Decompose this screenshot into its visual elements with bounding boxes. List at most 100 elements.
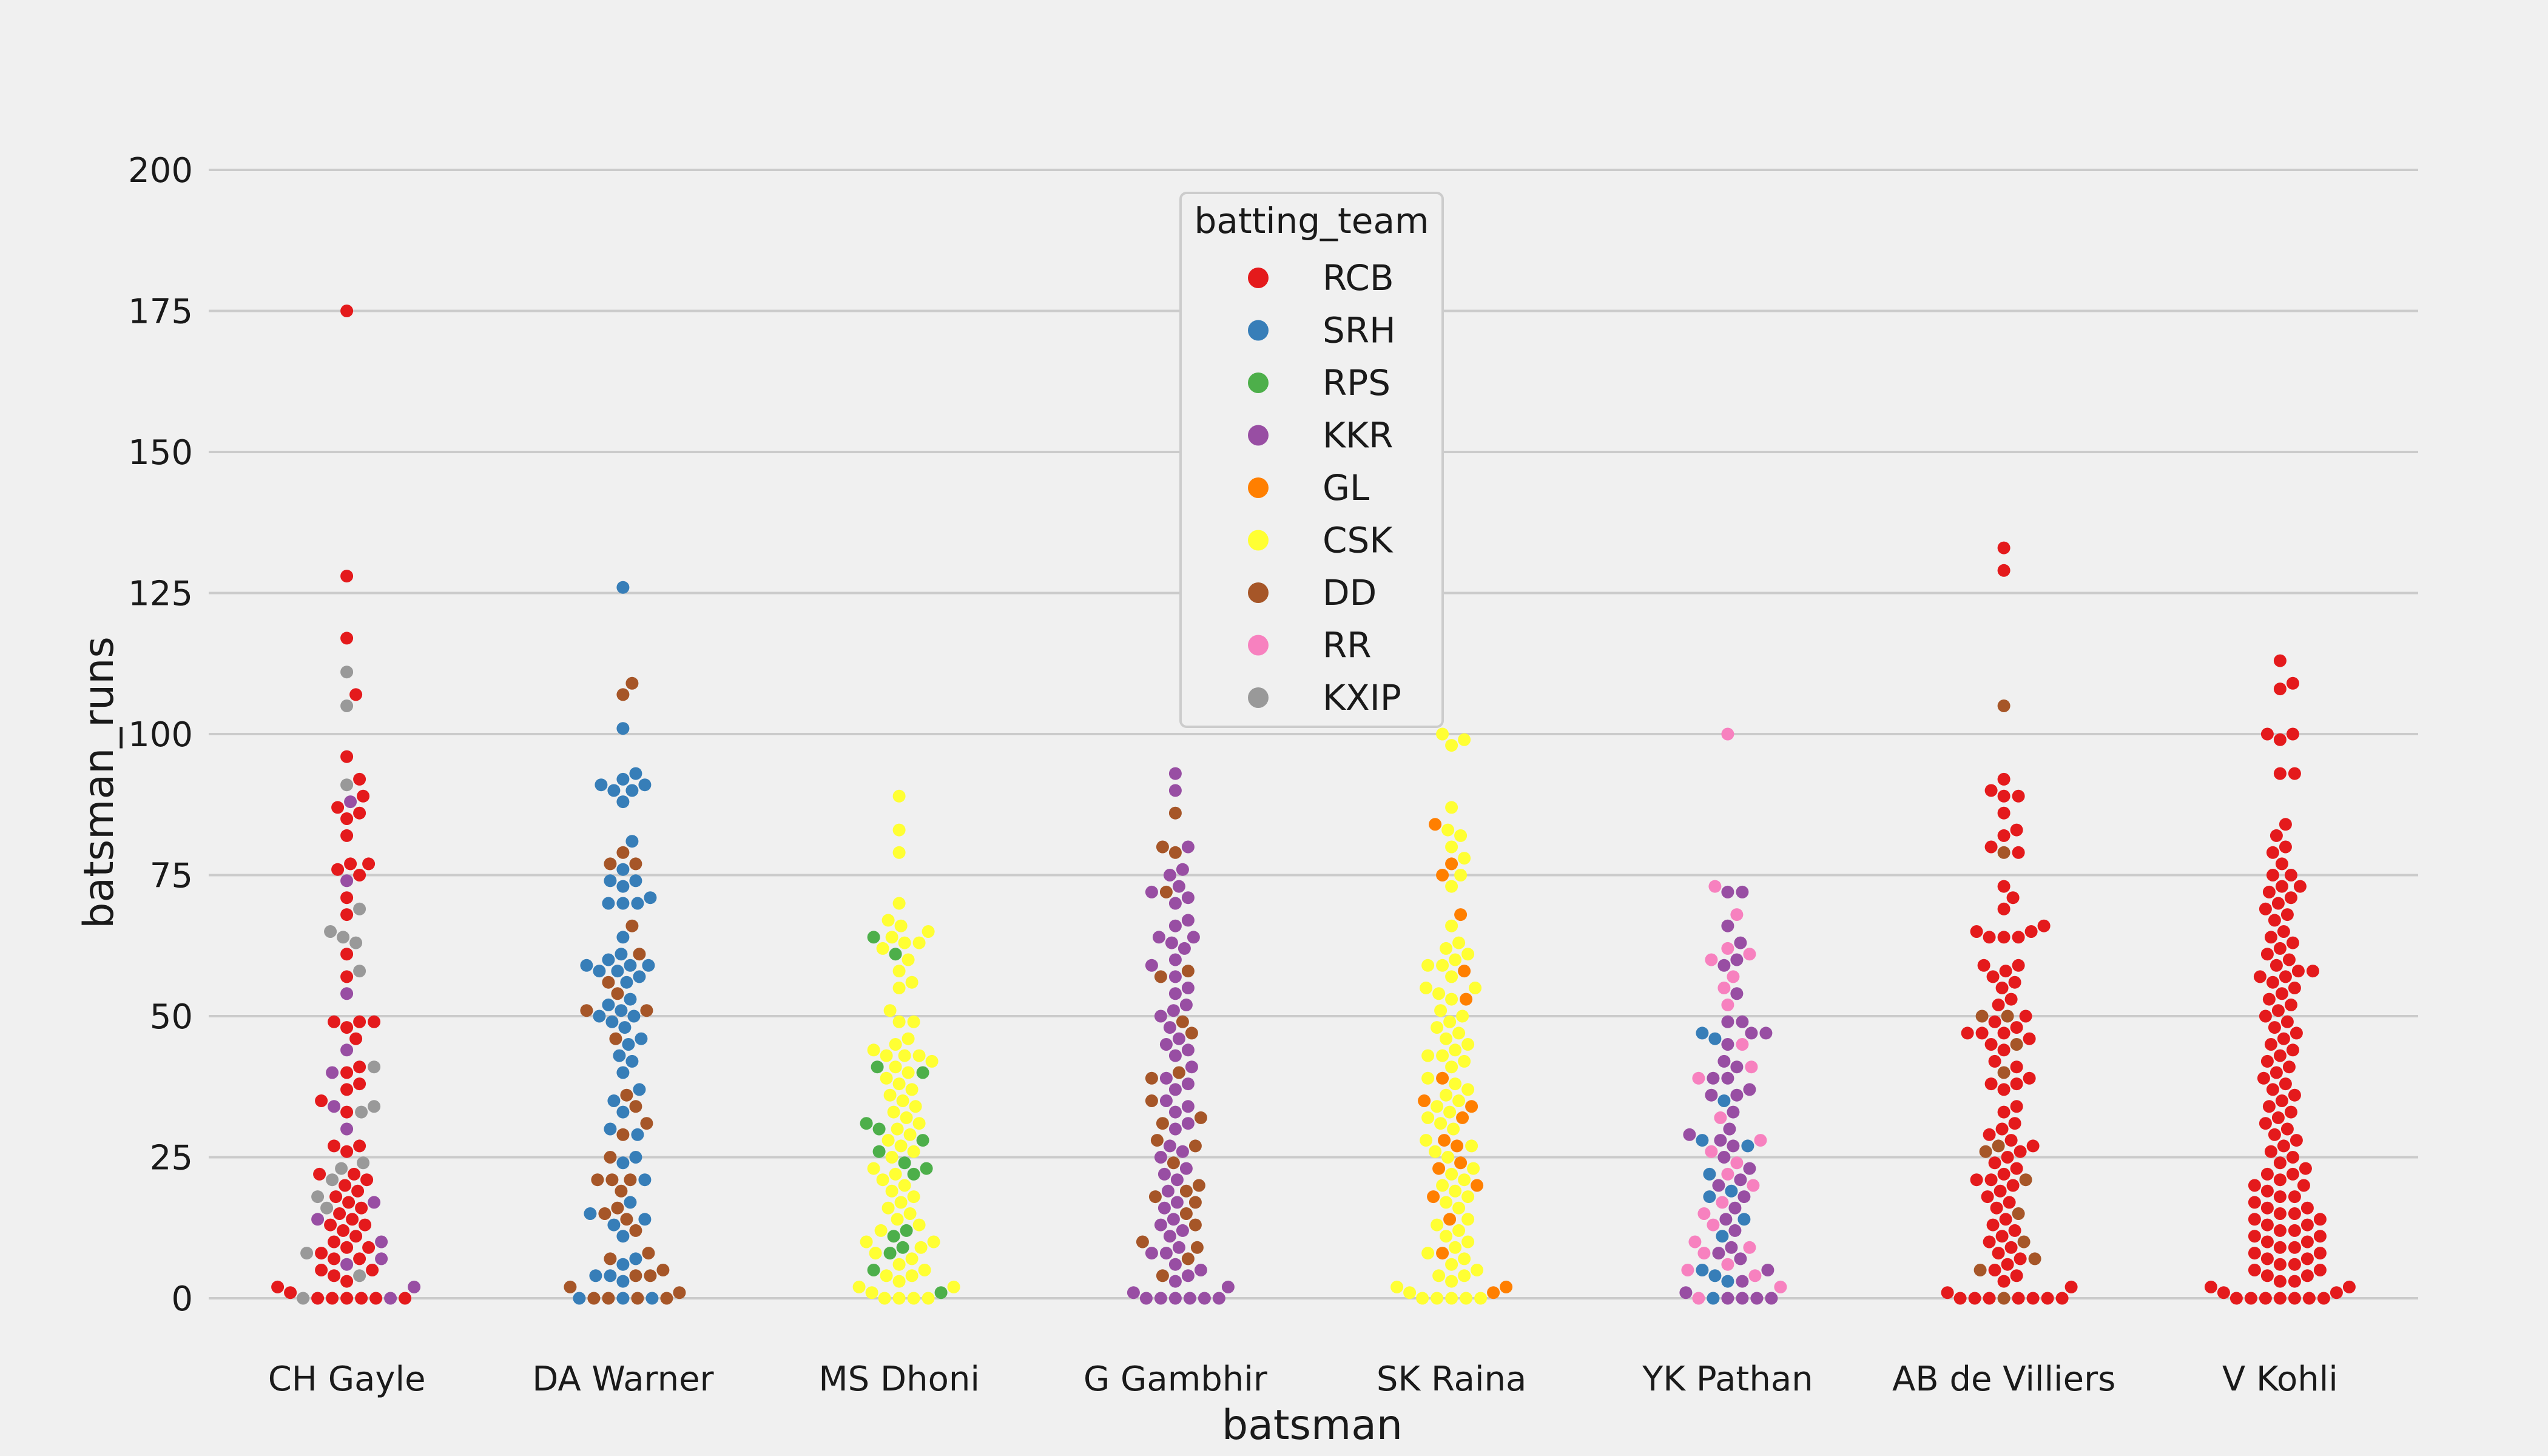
- data-point: [399, 1292, 412, 1305]
- data-point: [2300, 1218, 2314, 1232]
- data-point: [340, 778, 354, 792]
- data-point: [340, 305, 354, 317]
- data-point: [881, 914, 895, 927]
- data-point: [1449, 1184, 1462, 1198]
- data-point: [331, 801, 345, 814]
- data-point: [1445, 993, 1458, 1006]
- data-point: [616, 795, 630, 809]
- data-point: [602, 953, 615, 966]
- data-point: [1712, 1247, 1725, 1260]
- data-point: [1185, 1026, 1198, 1040]
- data-point: [1436, 869, 1449, 881]
- data-point: [880, 1071, 893, 1085]
- data-point: [2282, 953, 2296, 966]
- data-point: [1997, 846, 2010, 859]
- data-point: [1692, 1071, 1705, 1085]
- legend-label: GL: [1323, 467, 1369, 508]
- data-point: [328, 1100, 341, 1113]
- data-point: [611, 987, 624, 1000]
- data-point: [1708, 1269, 1722, 1282]
- data-point: [1168, 1083, 1182, 1096]
- data-point: [1452, 1201, 1466, 1215]
- data-point: [1145, 1247, 1158, 1260]
- data-point: [359, 1218, 372, 1232]
- data-point: [340, 1145, 354, 1158]
- data-point: [878, 1292, 891, 1305]
- data-point: [1988, 1015, 2001, 1028]
- data-point: [1194, 1111, 1207, 1124]
- data-point: [2284, 891, 2297, 905]
- data-point: [887, 1230, 900, 1243]
- data-point: [1440, 1088, 1453, 1102]
- data-point: [880, 1269, 893, 1282]
- data-point: [2041, 1292, 2054, 1305]
- data-point: [602, 1292, 615, 1305]
- data-point: [2275, 1094, 2288, 1107]
- data-point: [613, 1049, 626, 1062]
- data-point: [2010, 1060, 2023, 1074]
- data-point: [2273, 682, 2287, 696]
- data-point: [1970, 925, 1983, 938]
- data-point: [1431, 1100, 1444, 1113]
- data-point: [2280, 908, 2294, 922]
- data-point: [1449, 1077, 1462, 1091]
- data-point: [357, 1156, 370, 1170]
- data-point: [1997, 829, 2010, 842]
- data-point: [1708, 880, 1722, 893]
- data-point: [328, 1139, 341, 1153]
- data-point: [611, 965, 624, 978]
- data-point: [1997, 806, 2010, 820]
- data-point: [2313, 1247, 2327, 1260]
- data-point: [1461, 1083, 1475, 1096]
- data-point: [883, 1004, 897, 1017]
- data-point: [2297, 1179, 2310, 1192]
- data-point: [297, 1292, 310, 1305]
- data-point: [1127, 1286, 1140, 1299]
- data-point: [1168, 1292, 1182, 1305]
- data-point: [2279, 1077, 2292, 1091]
- data-point: [1434, 1117, 1448, 1130]
- data-point: [865, 1286, 878, 1299]
- data-point: [598, 1207, 612, 1220]
- y-axis-label: batsman_runs: [75, 636, 123, 929]
- data-point: [1172, 1066, 1185, 1079]
- data-point: [889, 1167, 902, 1181]
- data-point: [1454, 908, 1468, 922]
- data-point: [1703, 1190, 1716, 1204]
- data-point: [1707, 1292, 1720, 1305]
- data-point: [605, 1173, 619, 1187]
- data-point: [2275, 987, 2288, 1000]
- data-point: [1997, 1026, 2010, 1040]
- data-point: [912, 936, 926, 949]
- data-point: [1737, 1213, 1751, 1226]
- data-point: [1168, 784, 1182, 797]
- data-point: [2260, 1235, 2274, 1249]
- data-point: [2290, 1134, 2303, 1147]
- data-point: [907, 1015, 920, 1028]
- data-point: [1431, 1021, 1444, 1034]
- data-point: [1181, 1269, 1195, 1282]
- data-point: [2342, 1280, 2356, 1293]
- data-point: [1179, 1162, 1193, 1175]
- data-point: [353, 965, 366, 978]
- data-point: [368, 1196, 381, 1209]
- data-point: [1721, 1292, 1734, 1305]
- data-point: [1456, 1009, 1469, 1023]
- legend-marker: [1248, 425, 1269, 446]
- data-point: [1716, 1230, 1729, 1243]
- data-point: [1181, 965, 1195, 978]
- data-point: [1390, 1280, 1404, 1293]
- data-point: [1168, 1105, 1182, 1119]
- data-point: [1183, 1292, 1196, 1305]
- data-point: [342, 1196, 356, 1209]
- y-tick-label: 100: [128, 715, 193, 755]
- data-point: [349, 1032, 363, 1045]
- data-point: [1416, 1292, 1429, 1305]
- data-point: [2288, 1241, 2301, 1254]
- data-point: [1458, 1173, 1471, 1187]
- data-point: [328, 1252, 341, 1266]
- data-point: [2259, 1009, 2272, 1023]
- data-point: [1721, 942, 1734, 955]
- data-point: [353, 1015, 366, 1028]
- data-point: [1421, 1071, 1435, 1085]
